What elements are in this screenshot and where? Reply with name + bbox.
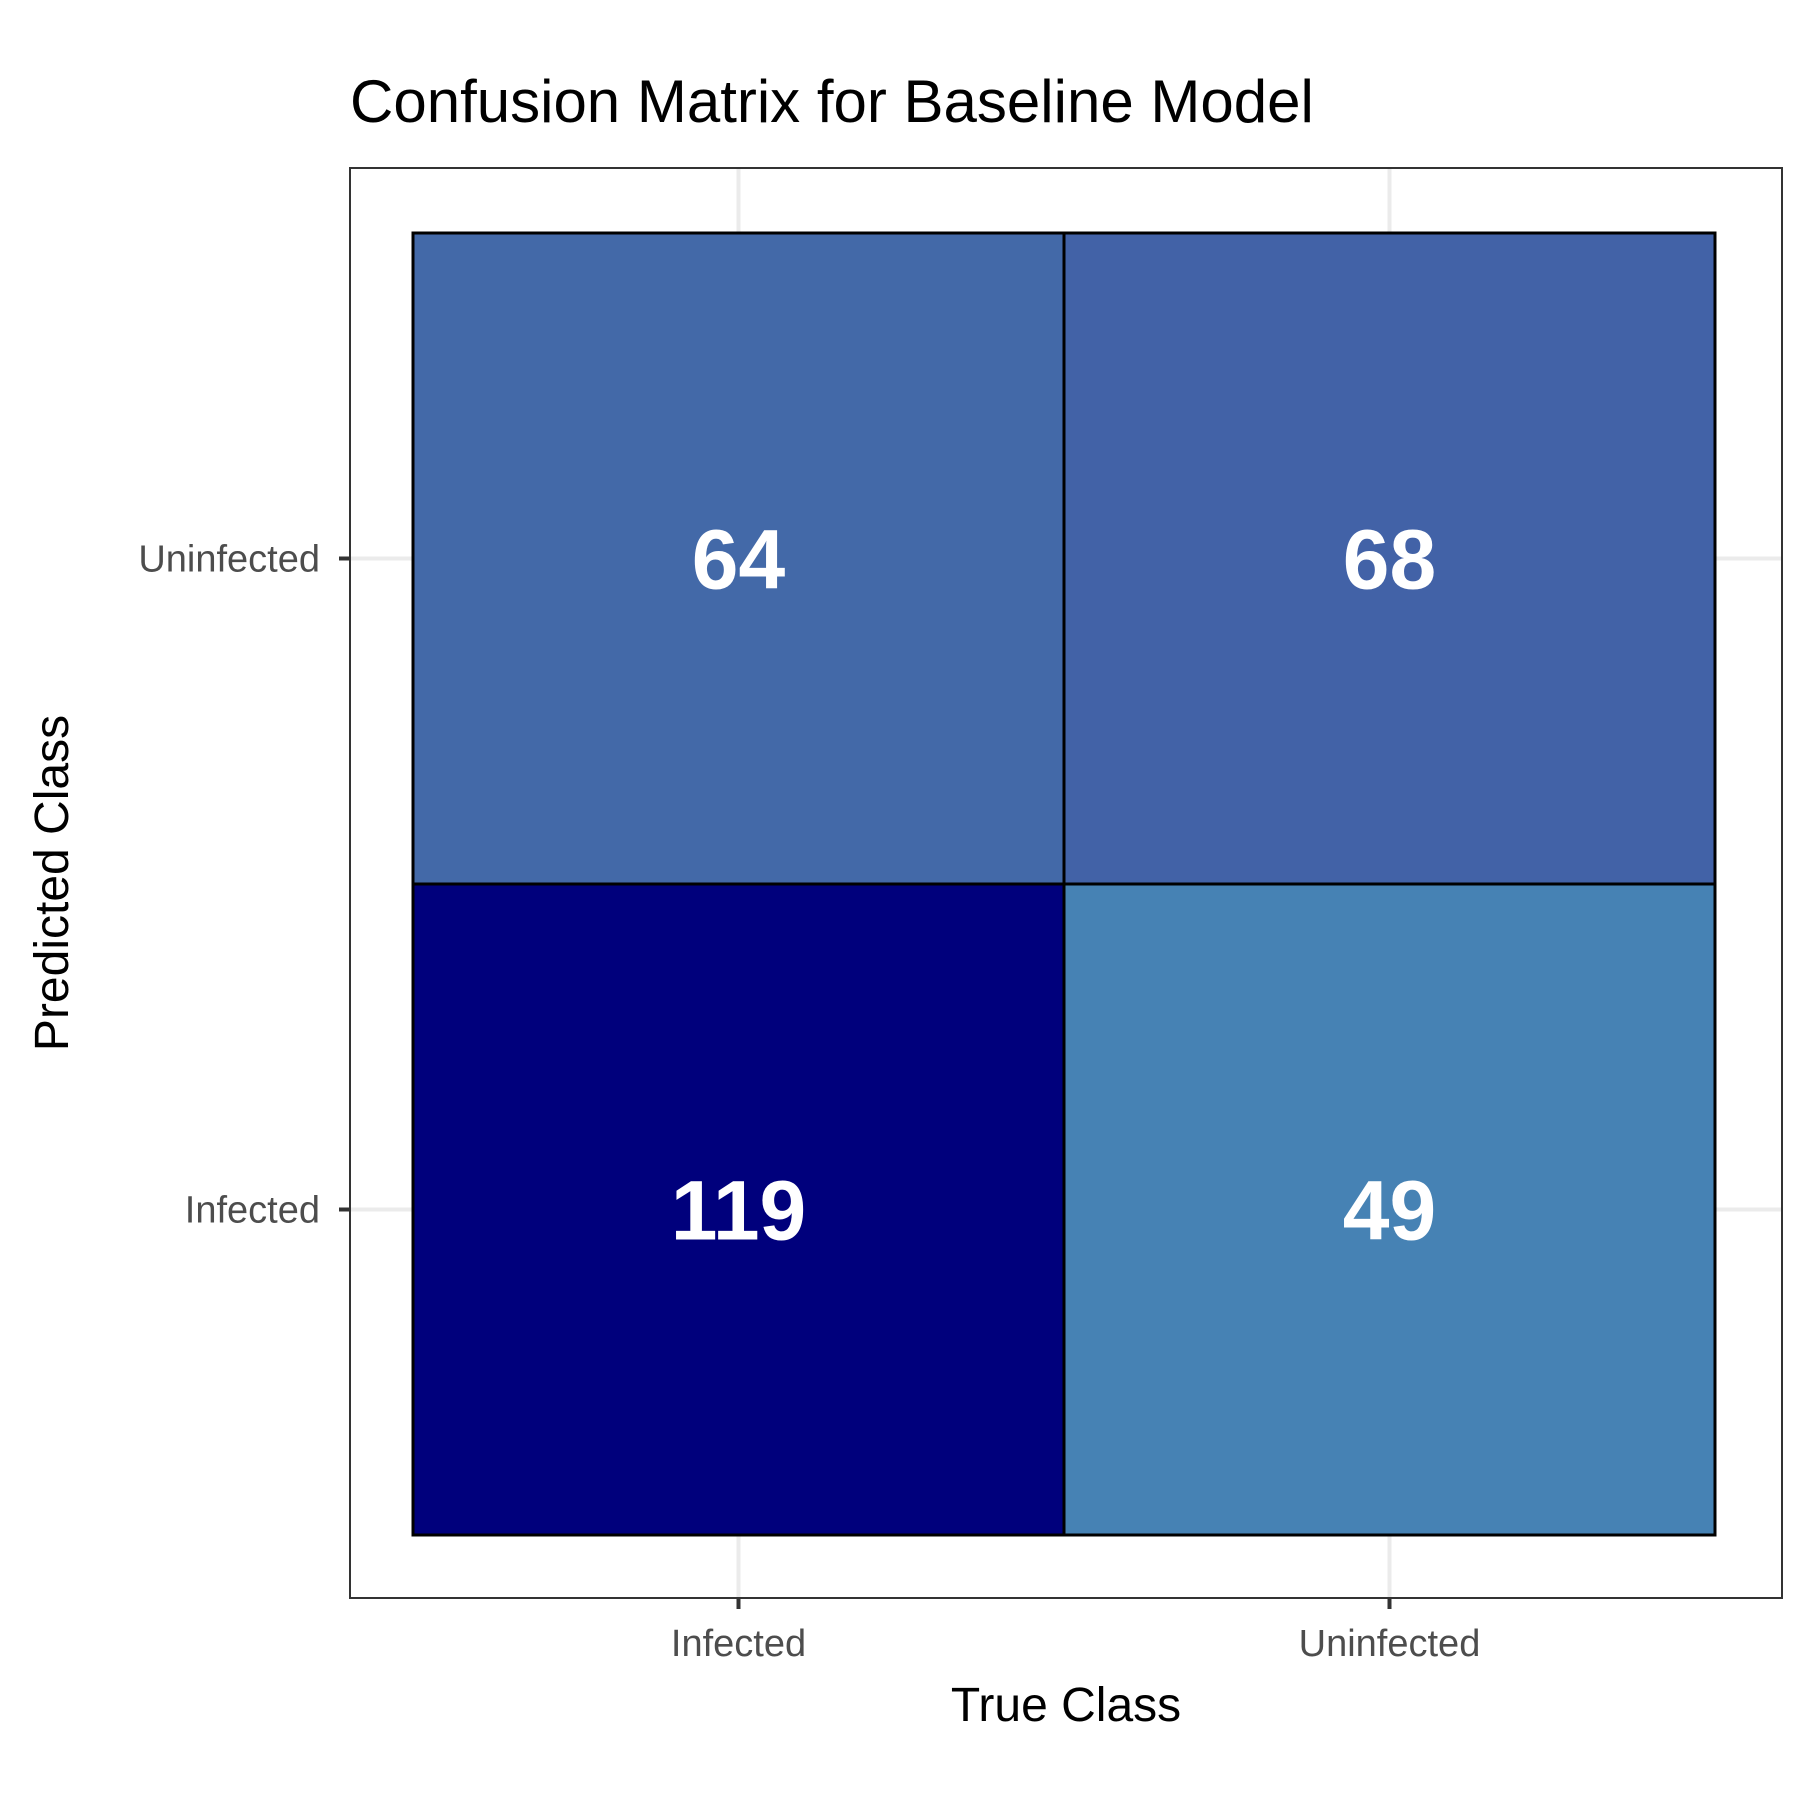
cell-value-labels: 64 68 119 49 xyxy=(671,513,1436,1258)
y-axis-title: Predicted Class xyxy=(26,715,79,1051)
x-tick-label-infected: Infected xyxy=(671,1623,806,1665)
y-tick-label-infected: Infected xyxy=(185,1190,320,1232)
cell-value-true-infected-pred-uninfected: 64 xyxy=(692,513,786,607)
matrix-cells xyxy=(411,231,1717,1537)
cell-value-true-uninfected-pred-uninfected: 68 xyxy=(1343,513,1436,607)
x-axis: Infected Uninfected xyxy=(671,1598,1480,1665)
cell-true-infected-pred-infected xyxy=(411,882,1066,1537)
cell-value-true-infected-pred-infected: 119 xyxy=(671,1164,807,1258)
chart-title: Confusion Matrix for Baseline Model xyxy=(350,68,1314,135)
cell-true-uninfected-pred-infected xyxy=(1062,882,1717,1537)
x-axis-title: True Class xyxy=(951,1679,1181,1732)
x-tick-label-uninfected: Uninfected xyxy=(1299,1623,1481,1665)
cell-value-true-uninfected-pred-infected: 49 xyxy=(1343,1164,1436,1258)
y-axis: Infected Uninfected xyxy=(138,539,350,1232)
cell-true-infected-pred-uninfected xyxy=(411,231,1066,886)
plot-panel-border xyxy=(349,167,1783,1599)
y-tick-label-uninfected: Uninfected xyxy=(138,539,320,581)
cell-true-uninfected-pred-uninfected xyxy=(1062,231,1717,886)
